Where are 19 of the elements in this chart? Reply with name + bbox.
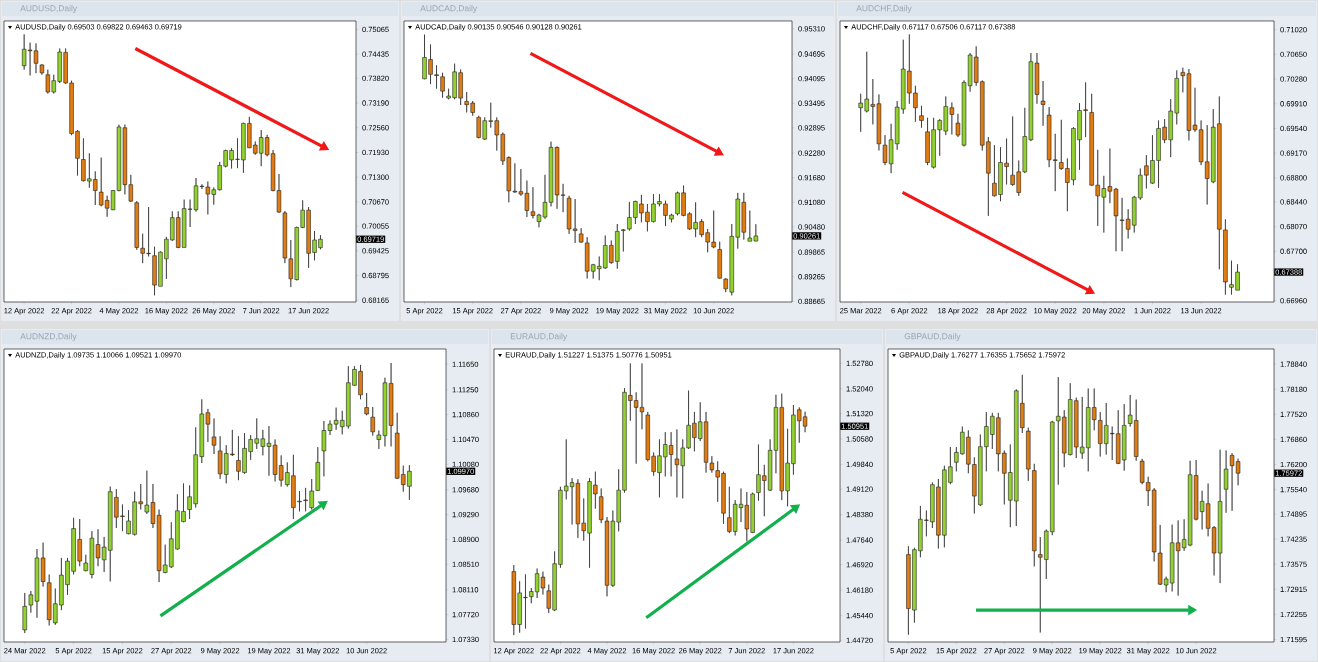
candlestick [22, 592, 27, 634]
candlestick [440, 72, 445, 98]
chart-title: AUDUSD,Daily [20, 5, 78, 13]
candlestick [1223, 450, 1229, 514]
candlestick [1032, 463, 1037, 567]
candlestick [1026, 427, 1031, 482]
candlestick [364, 392, 369, 416]
chart-title: EURAUD,Daily [510, 333, 568, 341]
chart-title: AUDNZD,Daily [20, 333, 77, 341]
chart-title: AUDCAD,Daily [420, 5, 478, 13]
candlestick [134, 200, 139, 251]
candlestick [1040, 80, 1046, 127]
candlestick [599, 488, 604, 524]
candlestick [211, 418, 217, 455]
chart-title: AUDCHF,Daily [856, 5, 912, 13]
candlestick [919, 105, 924, 129]
candlestick [39, 63, 45, 75]
chart-title: GBPAUD,Daily [904, 333, 961, 341]
candlestick [370, 406, 375, 436]
